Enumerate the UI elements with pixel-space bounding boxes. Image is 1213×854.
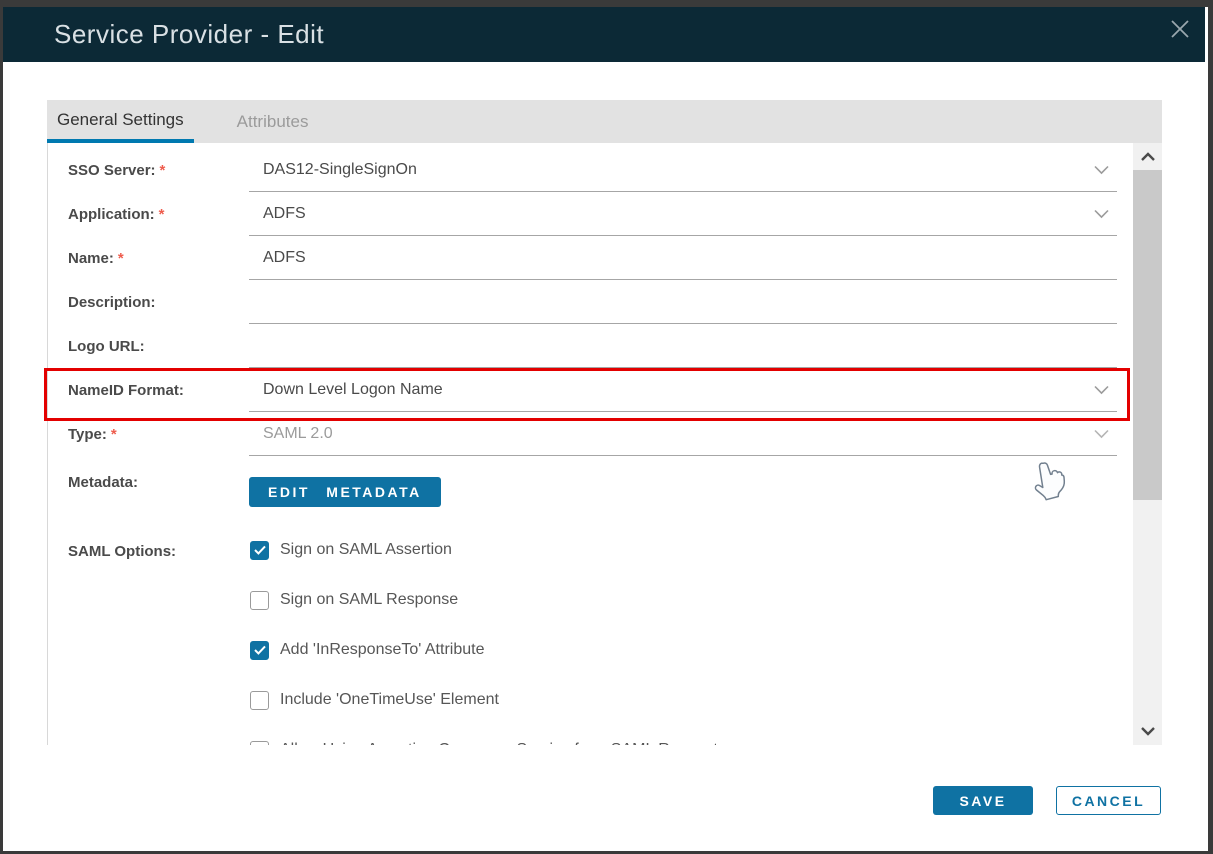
name-value: ADFS — [263, 248, 306, 266]
checkbox-sign-on-saml-response[interactable] — [250, 590, 269, 610]
type-value: SAML 2.0 — [263, 424, 333, 442]
description-input[interactable] — [249, 280, 1117, 324]
chevron-down-icon — [1094, 429, 1109, 438]
nameid-format-value: Down Level Logon Name — [263, 380, 443, 398]
form-row-saml-options: SAML Options: Sign on SAML Assertion Sig… — [68, 525, 1117, 745]
field-label: Logo URL: — [68, 337, 145, 355]
field-label: SSO Server: * — [68, 161, 166, 179]
field-label: SAML Options: — [68, 543, 177, 560]
backdrop-edge — [0, 851, 1213, 854]
scrollbar-thumb[interactable] — [1133, 170, 1162, 500]
chevron-up-icon — [1140, 152, 1155, 161]
tab-general-settings[interactable]: General Settings — [47, 100, 194, 143]
checkbox-label: Sign on SAML Assertion — [280, 541, 452, 558]
chevron-down-icon — [1140, 727, 1155, 736]
scroll-up-button[interactable] — [1133, 146, 1162, 168]
saml-option-row: Add 'InResponseTo' Attribute — [249, 625, 1117, 675]
tab-attributes[interactable]: Attributes — [227, 100, 319, 143]
checkmark-icon — [253, 645, 266, 655]
name-input[interactable]: ADFS — [249, 236, 1117, 280]
required-marker: * — [159, 161, 166, 179]
checkmark-icon — [253, 545, 266, 555]
checkbox-label: Include 'OneTimeUse' Element — [280, 691, 499, 708]
saml-options-list: Sign on SAML Assertion Sign on SAML Resp… — [249, 525, 1117, 745]
scrollbar-track[interactable] — [1133, 143, 1162, 745]
field-label: Description: — [68, 293, 156, 311]
form-row-description: Description: — [68, 280, 1117, 324]
type-select-disabled: SAML 2.0 — [249, 412, 1117, 456]
saml-option-row: Allow Using Assertion Consumer Service f… — [249, 725, 1117, 745]
form-row-nameid-format: NameID Format: Down Level Logon Name — [68, 368, 1117, 412]
form-scroll-area: SSO Server: * DAS12-SingleSignOn Applicat… — [47, 143, 1162, 745]
chevron-down-icon — [1094, 385, 1109, 394]
backdrop-edge — [0, 0, 3, 854]
field-label: Metadata: — [68, 473, 139, 491]
tab-attributes-label: Attributes — [236, 111, 309, 131]
checkbox-label: Sign on SAML Response — [280, 591, 459, 608]
chevron-down-icon — [1094, 209, 1109, 218]
cancel-button[interactable]: CANCEL — [1056, 786, 1161, 815]
logo-url-input[interactable] — [249, 324, 1117, 368]
field-label: Application: * — [68, 205, 165, 223]
form-row-type: Type: * SAML 2.0 — [68, 412, 1117, 456]
sso-server-select[interactable]: DAS12-SingleSignOn — [249, 148, 1117, 192]
form-row-metadata: Metadata: EDIT METADATA — [68, 456, 1117, 508]
dialog-titlebar: Service Provider - Edit — [0, 7, 1205, 62]
checkbox-include-onetimeuse-element[interactable] — [250, 690, 269, 710]
backdrop-edge — [1208, 0, 1213, 854]
chevron-down-icon — [1094, 165, 1109, 174]
application-value: ADFS — [263, 204, 306, 222]
edit-metadata-button[interactable]: EDIT METADATA — [249, 477, 441, 507]
form-row-application: Application: * ADFS — [68, 192, 1117, 236]
field-label: NameID Format: — [68, 381, 184, 399]
field-label: Type: * — [68, 425, 117, 443]
required-marker: * — [117, 249, 124, 267]
save-button[interactable]: SAVE — [933, 786, 1033, 815]
form-row-sso-server: SSO Server: * DAS12-SingleSignOn — [68, 148, 1117, 192]
checkbox-label: Allow Using Assertion Consumer Service f… — [280, 741, 718, 745]
scroll-down-button[interactable] — [1133, 720, 1162, 742]
form-row-logo-url: Logo URL: — [68, 324, 1117, 368]
tab-bar: General Settings Attributes — [47, 100, 1162, 143]
tab-general-settings-label: General Settings — [57, 109, 184, 129]
saml-option-row: Include 'OneTimeUse' Element — [249, 675, 1117, 725]
checkbox-label: Add 'InResponseTo' Attribute — [280, 641, 485, 658]
checkbox-add-inresponseto-attribute[interactable] — [250, 640, 269, 660]
nameid-format-select[interactable]: Down Level Logon Name — [249, 368, 1117, 412]
field-label: Name: * — [68, 249, 124, 267]
required-marker: * — [158, 205, 165, 223]
application-select[interactable]: ADFS — [249, 192, 1117, 236]
saml-option-row: Sign on SAML Response — [249, 575, 1117, 625]
required-marker: * — [110, 425, 117, 443]
backdrop-edge — [0, 0, 1213, 7]
close-button[interactable] — [1165, 14, 1195, 44]
form-row-name: Name: * ADFS — [68, 236, 1117, 280]
saml-option-row: Sign on SAML Assertion — [249, 525, 1117, 575]
close-icon — [1168, 17, 1192, 41]
sso-server-value: DAS12-SingleSignOn — [263, 160, 417, 178]
checkbox-allow-acs-from-saml-request[interactable] — [250, 740, 269, 745]
checkbox-sign-on-saml-assertion[interactable] — [250, 540, 269, 560]
dialog-title: Service Provider - Edit — [54, 19, 325, 49]
form-content: SSO Server: * DAS12-SingleSignOn Applicat… — [47, 143, 1133, 745]
